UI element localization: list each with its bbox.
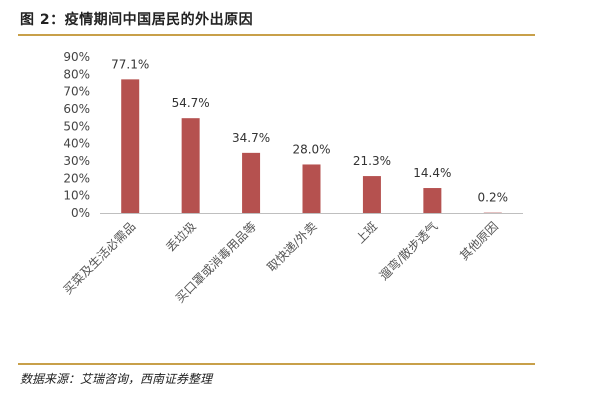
x-category-label: 丢垃圾 (163, 219, 199, 255)
y-tick-label: 60% (63, 102, 90, 116)
y-tick-label: 80% (63, 67, 90, 81)
data-labels: 77.1% 54.7% 34.7% 28.0% 21.3% 14.4% 0.2% (111, 57, 508, 204)
y-tick-label: 20% (63, 171, 90, 185)
bar-series (121, 79, 502, 214)
title-rule (18, 34, 535, 36)
source-note: 数据来源：艾瑞咨询，西南证券整理 (20, 372, 213, 386)
data-label: 0.2% (478, 191, 509, 205)
y-tick-label: 0% (71, 206, 90, 220)
y-tick-label: 10% (63, 189, 90, 203)
y-tick-label: 40% (63, 137, 90, 151)
x-category-label: 取快递/外卖 (264, 219, 319, 274)
y-tick-label: 30% (63, 154, 90, 168)
data-label: 34.7% (232, 131, 270, 145)
bar (362, 176, 381, 213)
x-category-label: 其他原因 (457, 219, 501, 263)
data-label: 21.3% (353, 154, 391, 168)
data-label: 54.7% (172, 96, 210, 110)
bar (483, 212, 502, 214)
source-rule (18, 363, 535, 365)
bar (302, 164, 321, 213)
bar (181, 118, 200, 213)
bar (121, 79, 140, 213)
x-category-label: 上班 (353, 219, 380, 246)
figure-title: 图 2：疫情期间中国居民的外出原因 (20, 12, 254, 28)
x-category-label: 遛弯/散步透气 (376, 219, 440, 283)
data-label: 14.4% (413, 166, 451, 180)
y-tick-label: 50% (63, 119, 90, 133)
x-category-label: 买菜及生活必需品 (61, 219, 139, 297)
y-tick-label: 70% (63, 85, 90, 99)
y-axis: 0% 10% 20% 30% 40% 50% 60% 70% 80% 90% (63, 50, 90, 220)
y-tick-label: 90% (63, 50, 90, 64)
bar (242, 152, 261, 213)
data-label: 77.1% (111, 57, 149, 71)
data-label: 28.0% (292, 142, 330, 156)
bar (423, 188, 442, 213)
